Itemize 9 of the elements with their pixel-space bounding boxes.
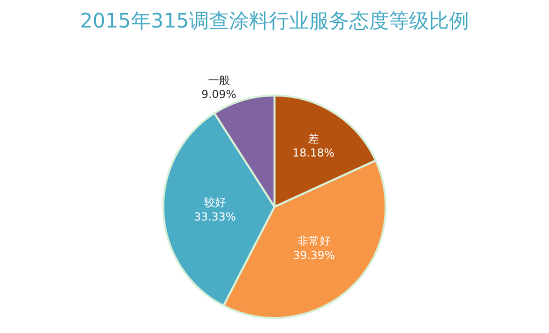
slice-label: 差: [308, 132, 320, 146]
slice-label: 较好: [204, 196, 226, 209]
data-label: 9.09%: [201, 88, 236, 102]
chart-title: 2015年315调查涂料行业服务态度等级比例: [80, 8, 470, 32]
slice-label: 非常好: [297, 234, 330, 248]
data-label: 39.39%: [292, 248, 335, 262]
data-label: 18.18%: [292, 146, 335, 160]
slice-label: 一般: [208, 74, 230, 87]
data-label: 33.33%: [194, 210, 236, 224]
